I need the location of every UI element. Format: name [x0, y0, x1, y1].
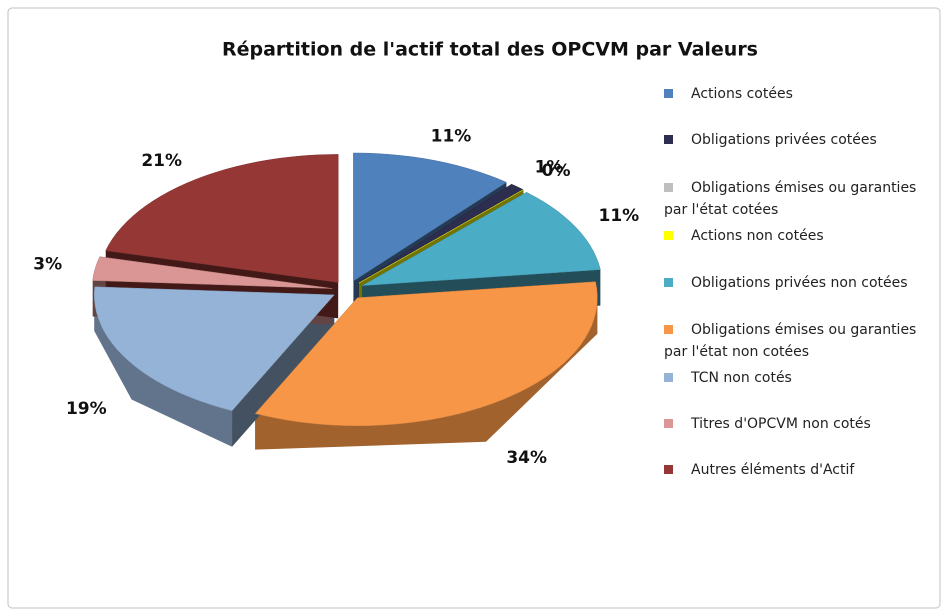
slice-wall	[232, 294, 335, 447]
legend-item: Actions non cotées	[664, 225, 944, 247]
legend-label: Obligations privées cotées	[691, 132, 877, 148]
legend-swatch	[664, 418, 673, 428]
slice	[358, 183, 524, 284]
slice	[105, 154, 339, 283]
legend-swatch	[664, 88, 673, 98]
data-label: 0%	[542, 161, 571, 181]
legend-swatch	[664, 134, 673, 144]
chart-title: Répartition de l'actif total des OPCVM p…	[222, 39, 758, 61]
slice	[254, 281, 598, 427]
data-label: 11%	[599, 206, 640, 226]
legend-item: Obligations privées cotées	[664, 129, 944, 151]
legend-label: Obligations privées non cotées	[691, 275, 908, 291]
legend-swatch	[664, 182, 673, 192]
legend-swatch	[664, 464, 673, 474]
slice	[362, 192, 601, 286]
legend-item: Obligations émises ou garanties par l'ét…	[664, 319, 944, 363]
legend-label: Actions cotées	[691, 86, 793, 102]
legend-swatch	[664, 277, 673, 287]
slice-tops	[92, 152, 601, 427]
slice	[92, 256, 333, 289]
slice	[353, 152, 507, 282]
data-label: 3%	[33, 254, 62, 274]
legend-label: Titres d'OPCVM non cotés	[691, 416, 871, 432]
legend-swatch	[664, 372, 673, 382]
legend-item: Obligations privées non cotées	[664, 272, 944, 294]
slice-side	[255, 297, 598, 450]
slice	[358, 189, 524, 284]
legend-swatch	[664, 230, 673, 240]
data-label: 11%	[431, 126, 472, 146]
slice	[93, 286, 335, 411]
legend-label: Autres éléments d'Actif	[691, 462, 855, 478]
data-label: 21%	[141, 151, 182, 171]
legend-label: TCN non cotés	[691, 370, 792, 386]
legend-label: Obligations émises ou garanties par l'ét…	[664, 180, 917, 218]
legend-item: Obligations émises ou garanties par l'ét…	[664, 177, 944, 221]
slice-side	[94, 294, 232, 447]
legend-item: Titres d'OPCVM non cotés	[664, 413, 944, 435]
legend-swatch	[664, 324, 673, 334]
data-label: 1%	[535, 158, 564, 178]
legend-label: Actions non cotées	[691, 228, 824, 244]
legend-item: Actions cotées	[664, 83, 944, 105]
legend-label: Obligations émises ou garanties par l'ét…	[664, 322, 917, 360]
data-label: 34%	[506, 448, 547, 468]
legend-item: TCN non cotés	[664, 367, 944, 389]
legend-item: Autres éléments d'Actif	[664, 459, 944, 481]
data-label: 19%	[66, 399, 107, 419]
